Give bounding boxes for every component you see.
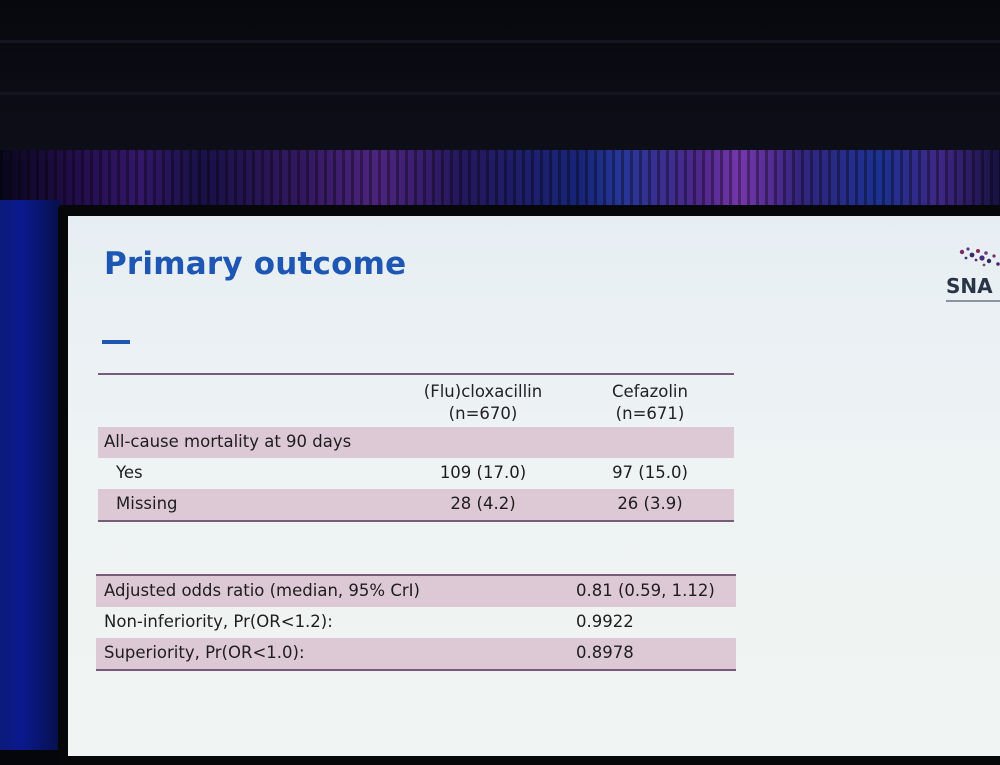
table-bottom-rule [98, 520, 734, 522]
section-label: All-cause mortality at 90 days [104, 432, 352, 451]
column-header-flucloxacillin: (Flu)cloxacillin (n=670) [403, 381, 563, 425]
cell-cefazolin: 26 (3.9) [617, 494, 683, 513]
slide-title: Primary outcome [104, 246, 407, 282]
table-top-rule [96, 574, 736, 576]
organization-logo: SNA [944, 240, 1000, 310]
cell-flucloxacillin: 109 (17.0) [439, 463, 527, 482]
table-row: Missing 28 (4.2) 26 (3.9) [98, 489, 734, 520]
stats-label: Superiority, Pr(OR<1.0): [104, 643, 305, 662]
stats-row-superiority: Superiority, Pr(OR<1.0): 0.8978 [96, 638, 736, 669]
stats-label: Non-inferiority, Pr(OR<1.2): [104, 612, 333, 631]
outcome-table: (Flu)cloxacillin (n=670) Cefazolin (n=67… [98, 373, 734, 522]
column-header-n: (n=671) [615, 404, 685, 423]
cell-cefazolin: 97 (15.0) [612, 463, 688, 482]
column-header-cefazolin: Cefazolin (n=671) [595, 381, 705, 425]
stats-value: 0.81 (0.59, 1.12) [576, 581, 715, 600]
row-label: Missing [116, 494, 178, 513]
ceiling-truss [0, 92, 1000, 95]
stats-value: 0.8978 [576, 643, 634, 662]
stats-value: 0.9922 [576, 612, 634, 631]
section-row-mortality: All-cause mortality at 90 days [98, 427, 734, 458]
title-underline-dash [102, 340, 130, 344]
stage-left-glow [0, 200, 60, 750]
stats-label: Adjusted odds ratio (median, 95% CrI) [104, 581, 420, 600]
column-header-name: (Flu)cloxacillin [423, 382, 543, 401]
stats-table: Adjusted odds ratio (median, 95% CrI) 0.… [96, 574, 736, 671]
stats-row-odds-ratio: Adjusted odds ratio (median, 95% CrI) 0.… [96, 576, 736, 607]
stats-row-non-inferiority: Non-inferiority, Pr(OR<1.2): 0.9922 [96, 607, 736, 638]
presentation-slide: Primary outcome SNA (Flu)cloxacillin (n=… [68, 216, 1000, 756]
venue-ceiling [0, 0, 1000, 160]
logo-dots-icon [959, 247, 1000, 267]
column-header-name: Cefazolin [612, 382, 688, 401]
logo-text: SNA [946, 274, 993, 298]
table-header: (Flu)cloxacillin (n=670) Cefazolin (n=67… [98, 375, 734, 427]
ceiling-truss [0, 40, 1000, 43]
table-row: Yes 109 (17.0) 97 (15.0) [98, 458, 734, 489]
logo-subline [946, 300, 1000, 302]
table-bottom-rule [96, 669, 736, 671]
row-label: Yes [116, 463, 143, 482]
column-header-n: (n=670) [448, 404, 518, 423]
stage-lights [0, 150, 1000, 210]
table-top-rule [98, 373, 734, 375]
cell-flucloxacillin: 28 (4.2) [450, 494, 516, 513]
